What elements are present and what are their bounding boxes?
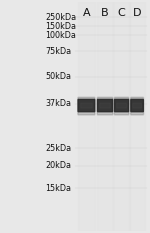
- FancyBboxPatch shape: [78, 97, 95, 115]
- Text: B: B: [101, 8, 109, 18]
- FancyBboxPatch shape: [98, 99, 113, 112]
- FancyBboxPatch shape: [97, 97, 113, 115]
- Bar: [78, 2, 95, 231]
- Text: 25kDa: 25kDa: [45, 144, 71, 153]
- FancyBboxPatch shape: [100, 103, 110, 108]
- Text: 50kDa: 50kDa: [45, 72, 71, 81]
- Bar: [129, 2, 145, 231]
- FancyBboxPatch shape: [133, 103, 141, 108]
- Text: A: A: [83, 8, 90, 18]
- FancyBboxPatch shape: [78, 99, 95, 112]
- Text: 20kDa: 20kDa: [45, 161, 71, 170]
- FancyBboxPatch shape: [81, 103, 92, 108]
- Text: C: C: [118, 8, 125, 18]
- Text: 150kDa: 150kDa: [45, 22, 76, 31]
- FancyBboxPatch shape: [114, 97, 129, 115]
- Bar: [97, 2, 113, 231]
- FancyBboxPatch shape: [131, 97, 144, 115]
- Text: D: D: [133, 8, 141, 18]
- Bar: [113, 2, 130, 231]
- Text: 75kDa: 75kDa: [45, 47, 71, 56]
- FancyBboxPatch shape: [115, 99, 129, 112]
- FancyBboxPatch shape: [131, 99, 143, 112]
- Text: 15kDa: 15kDa: [45, 184, 71, 193]
- Text: 250kDa: 250kDa: [45, 13, 76, 22]
- Text: 37kDa: 37kDa: [45, 99, 71, 108]
- Text: 100kDa: 100kDa: [45, 31, 76, 40]
- FancyBboxPatch shape: [117, 103, 126, 108]
